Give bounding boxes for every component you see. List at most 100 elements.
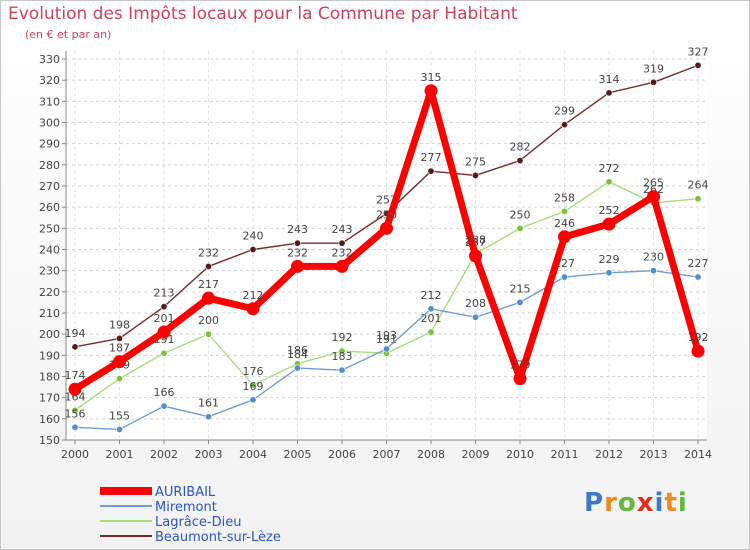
legend-label: Lagrâce-Dieu	[155, 515, 241, 530]
data-point	[605, 178, 613, 186]
y-tick-label: 160	[39, 413, 60, 426]
data-label: 174	[65, 369, 86, 382]
y-tick-label: 330	[39, 53, 60, 66]
y-tick-label: 300	[39, 117, 60, 130]
proxiti-logo: Proxiti	[584, 488, 688, 518]
data-point	[380, 221, 393, 235]
x-tick-label: 2010	[506, 448, 534, 461]
data-label: 232	[332, 246, 353, 259]
data-label: 155	[109, 409, 130, 422]
data-label: 250	[376, 208, 397, 221]
data-point	[694, 195, 702, 203]
x-tick-label: 2001	[106, 448, 134, 461]
data-point	[116, 334, 124, 342]
x-tick-label: 2007	[373, 448, 401, 461]
data-label: 272	[599, 162, 620, 175]
data-point	[338, 239, 346, 247]
data-label: 192	[688, 331, 709, 344]
data-label: 252	[599, 204, 620, 217]
logo-letter: P	[584, 488, 605, 518]
data-label: 215	[510, 282, 531, 295]
data-point	[602, 217, 616, 231]
y-tick-label: 200	[39, 328, 60, 341]
data-label: 319	[643, 62, 664, 75]
data-label: 156	[65, 407, 86, 420]
y-tick-label: 180	[39, 371, 60, 384]
data-label: 315	[421, 71, 442, 84]
data-label: 213	[154, 287, 175, 300]
y-tick-label: 290	[39, 138, 60, 151]
data-point	[516, 298, 524, 306]
data-point	[424, 84, 438, 98]
data-label: 187	[109, 342, 130, 355]
data-point	[71, 423, 79, 431]
data-label: 194	[65, 327, 86, 340]
data-label: 198	[109, 318, 130, 331]
data-point	[249, 381, 257, 389]
data-point	[157, 325, 171, 339]
data-label: 179	[510, 359, 531, 372]
data-label: 229	[599, 253, 620, 266]
data-point	[558, 230, 571, 244]
y-tick-label: 250	[39, 222, 60, 235]
data-label: 237	[465, 236, 486, 249]
x-tick-label: 2013	[640, 448, 668, 461]
logo-letter: r	[604, 488, 618, 518]
data-label: 201	[421, 312, 442, 325]
y-tick-label: 320	[39, 74, 60, 87]
data-label: 232	[198, 246, 219, 259]
data-point	[202, 291, 215, 305]
data-label: 258	[554, 191, 575, 204]
data-point	[427, 305, 435, 313]
logo-letter: i	[677, 488, 688, 518]
data-label: 265	[643, 177, 664, 190]
data-point	[71, 343, 79, 351]
y-tick-label: 190	[39, 349, 60, 362]
data-label: 275	[465, 155, 486, 168]
x-tick-label: 2000	[61, 448, 89, 461]
data-label: 193	[376, 329, 397, 342]
data-label: 299	[554, 105, 575, 118]
data-label: 208	[465, 297, 486, 310]
chart-subtitle: (en € et par an)	[25, 28, 112, 41]
data-point	[116, 375, 124, 383]
y-tick-label: 280	[39, 159, 60, 172]
data-point	[293, 364, 301, 372]
data-point	[335, 259, 349, 273]
data-point	[291, 259, 304, 273]
data-label: 200	[198, 314, 219, 327]
y-tick-label: 170	[39, 392, 60, 405]
data-point	[68, 382, 82, 396]
data-point	[694, 61, 702, 69]
data-label: 240	[243, 230, 264, 243]
y-tick-label: 310	[39, 95, 60, 108]
data-point	[249, 396, 257, 404]
data-point	[469, 249, 482, 263]
data-point	[160, 349, 168, 357]
data-point	[71, 406, 79, 414]
y-tick-label: 220	[39, 286, 60, 299]
y-tick-label: 230	[39, 265, 60, 278]
data-label: 232	[287, 246, 308, 259]
data-point	[605, 89, 613, 97]
data-point	[205, 330, 213, 338]
data-point	[205, 413, 213, 421]
data-label: 217	[198, 278, 219, 291]
x-tick-label: 2006	[328, 448, 356, 461]
data-label: 230	[643, 251, 664, 264]
data-point	[560, 207, 568, 215]
logo-letter: t	[664, 488, 678, 518]
legend-label: Miremont	[155, 500, 217, 515]
data-point	[205, 262, 213, 270]
data-point	[249, 246, 257, 254]
x-tick-label: 2002	[150, 448, 178, 461]
data-point	[560, 273, 568, 281]
y-tick-label: 270	[39, 180, 60, 193]
data-point	[647, 190, 660, 204]
x-tick-label: 2009	[462, 448, 490, 461]
data-label: 327	[688, 45, 709, 58]
data-point	[293, 239, 301, 247]
data-point	[427, 328, 435, 336]
data-label: 212	[243, 289, 264, 302]
data-point	[113, 355, 126, 369]
